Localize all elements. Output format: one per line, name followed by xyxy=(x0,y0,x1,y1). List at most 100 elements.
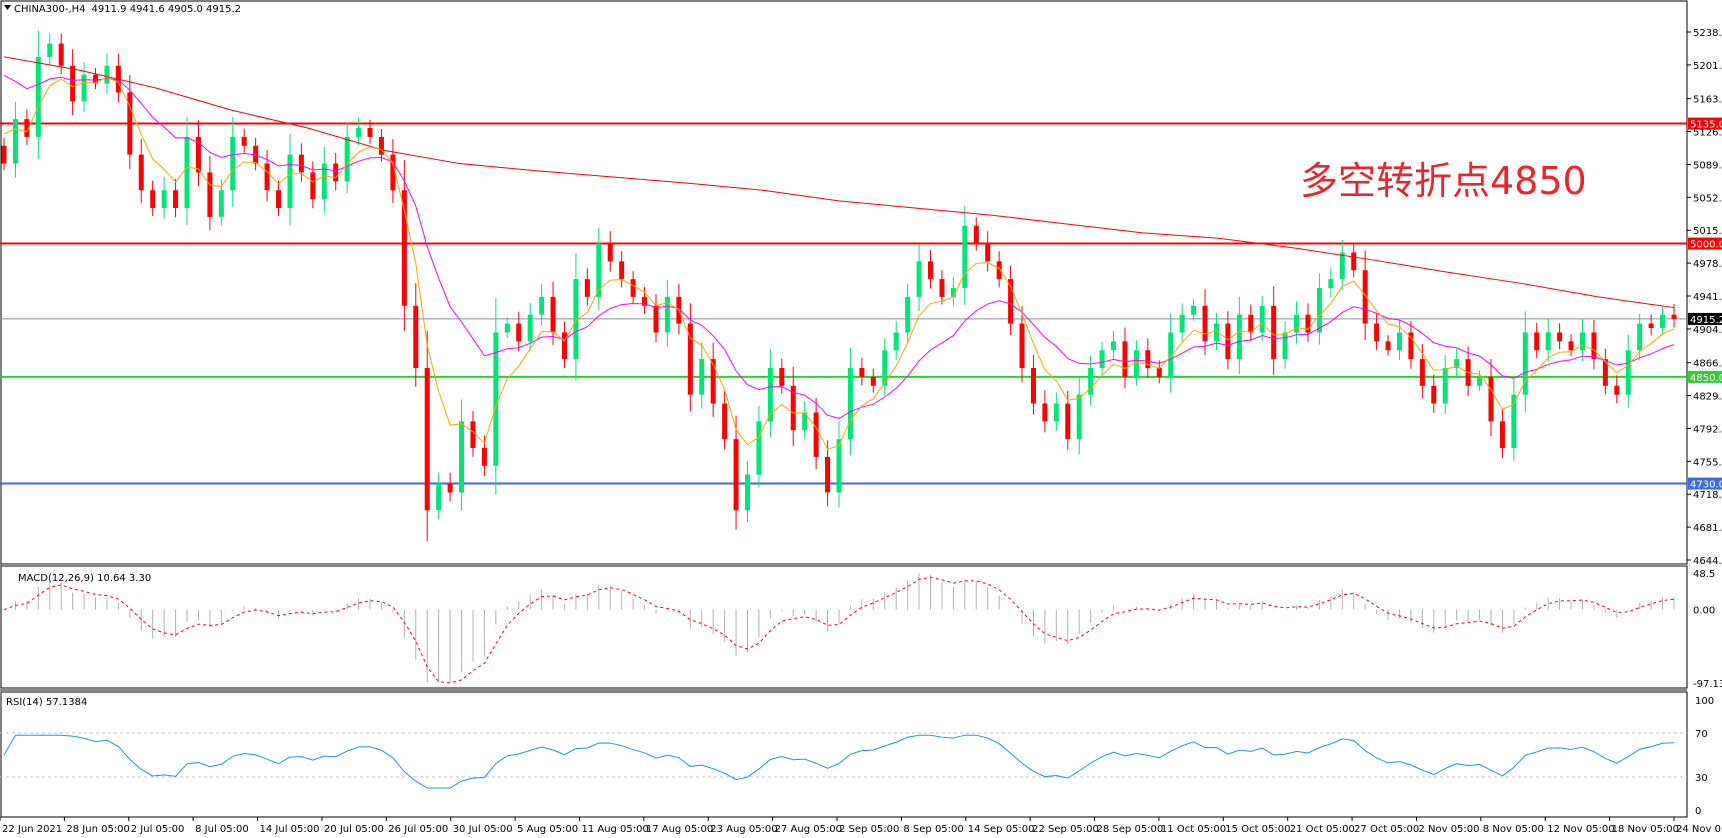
candle-body xyxy=(962,225,968,289)
candle-body xyxy=(1065,403,1071,440)
level-label: 5135.0 xyxy=(1690,120,1722,131)
candle-body xyxy=(722,403,728,440)
candle-body xyxy=(882,350,888,386)
candle-body xyxy=(1259,305,1265,333)
price-tick-label: 4829.0 xyxy=(1693,392,1722,403)
candle-body xyxy=(813,412,819,457)
candle-body xyxy=(1374,323,1380,342)
candle-body xyxy=(93,74,99,84)
candle-body xyxy=(493,332,499,466)
candle-body xyxy=(916,261,922,297)
candle-body xyxy=(1351,252,1357,271)
candle-body xyxy=(539,296,545,315)
time-tick-label: 30 Jul 05:00 xyxy=(453,824,513,835)
candle-body xyxy=(996,261,1002,280)
candle-body xyxy=(1271,305,1277,360)
candle-body xyxy=(1602,359,1608,386)
candle-body xyxy=(1454,359,1460,369)
candle-body xyxy=(779,368,785,386)
candle-body xyxy=(1557,332,1563,342)
time-tick-label: 14 Jul 05:00 xyxy=(260,824,320,835)
candle-body xyxy=(1385,341,1391,351)
candle-body xyxy=(241,136,247,146)
candle-body xyxy=(1328,279,1334,289)
dropdown-triangle-icon[interactable] xyxy=(4,5,11,10)
candle-body xyxy=(47,43,53,57)
candle-body xyxy=(424,368,430,511)
candle-body xyxy=(985,243,991,262)
time-tick-label: 28 Jun 05:00 xyxy=(66,824,130,835)
candle-body xyxy=(1111,341,1117,351)
candle-body xyxy=(1522,332,1528,395)
ma-short-line xyxy=(3,76,1675,450)
time-tick-label: 15 Oct 05:00 xyxy=(1225,824,1290,835)
candle-body xyxy=(847,368,853,440)
level-label: 4850.0 xyxy=(1690,373,1722,384)
candle-body xyxy=(276,190,282,209)
candle-body xyxy=(1648,323,1654,329)
candle-body xyxy=(1637,323,1643,351)
candle-body xyxy=(1168,332,1174,377)
candle-body xyxy=(1396,332,1402,351)
level-label: 4730.0 xyxy=(1690,480,1722,491)
candle-body xyxy=(138,154,144,191)
candle-body xyxy=(401,190,407,306)
candle-body xyxy=(310,172,316,200)
candle-body xyxy=(58,43,64,66)
level-label-bg xyxy=(1688,477,1722,490)
candle-body xyxy=(607,243,613,262)
candle-body xyxy=(1671,314,1677,319)
candle-body xyxy=(104,65,110,84)
candle-body xyxy=(184,136,190,209)
candle-body xyxy=(1156,368,1162,377)
time-tick-label: 22 Sep 05:00 xyxy=(1032,824,1099,835)
candle-body xyxy=(1145,350,1151,369)
candle-body xyxy=(767,368,773,422)
macd-tick-label: 0.00 xyxy=(1693,606,1715,617)
candle-body xyxy=(687,323,693,395)
time-tick-label: 11 Aug 05:00 xyxy=(581,824,648,835)
price-tick-label: 4718.0 xyxy=(1693,490,1722,501)
macd-tick-label: -97.13 xyxy=(1693,679,1722,690)
candle-body xyxy=(12,119,18,164)
candle-body xyxy=(1179,314,1185,333)
time-tick-label: 8 Jul 05:00 xyxy=(195,824,249,835)
time-tick-label: 21 Oct 05:00 xyxy=(1290,824,1355,835)
rsi-tick-label: 100 xyxy=(1695,696,1714,707)
candle-body xyxy=(699,359,705,395)
candle-body xyxy=(1225,323,1231,360)
price-tick-label: 5089.0 xyxy=(1693,160,1722,171)
candle-body xyxy=(630,279,636,297)
candle-body xyxy=(836,439,842,493)
time-tick-label: 20 Jul 05:00 xyxy=(324,824,384,835)
candle-body xyxy=(230,136,236,191)
candle-body xyxy=(1122,341,1128,377)
time-tick-label: 2 Sep 05:00 xyxy=(839,824,899,835)
candle-body xyxy=(35,56,41,137)
candle-body xyxy=(1477,376,1483,386)
candle-body xyxy=(1042,403,1048,422)
price-tick-label: 4681.0 xyxy=(1693,523,1722,534)
time-tick-label: 17 Aug 05:00 xyxy=(646,824,713,835)
candle-body xyxy=(1248,314,1254,333)
candle-body xyxy=(127,92,133,155)
candle-body xyxy=(893,332,899,351)
candle-body xyxy=(344,136,350,182)
candle-body xyxy=(973,225,979,244)
candle-body xyxy=(1534,332,1540,351)
time-tick-label: 5 Aug 05:00 xyxy=(517,824,578,835)
candle-body xyxy=(1579,332,1585,351)
candle-body xyxy=(596,243,602,297)
current-price-bg xyxy=(1688,312,1722,325)
candle-body xyxy=(1419,359,1425,386)
candle-body xyxy=(459,421,465,493)
time-tick-label: 11 Oct 05:00 xyxy=(1161,824,1226,835)
candle-body xyxy=(1202,305,1208,342)
candle-body xyxy=(653,305,659,333)
candle-body xyxy=(733,439,739,511)
candle-body xyxy=(287,154,293,209)
level-label-bg xyxy=(1688,237,1722,250)
candle-body xyxy=(356,128,362,137)
candle-body xyxy=(1213,323,1219,342)
